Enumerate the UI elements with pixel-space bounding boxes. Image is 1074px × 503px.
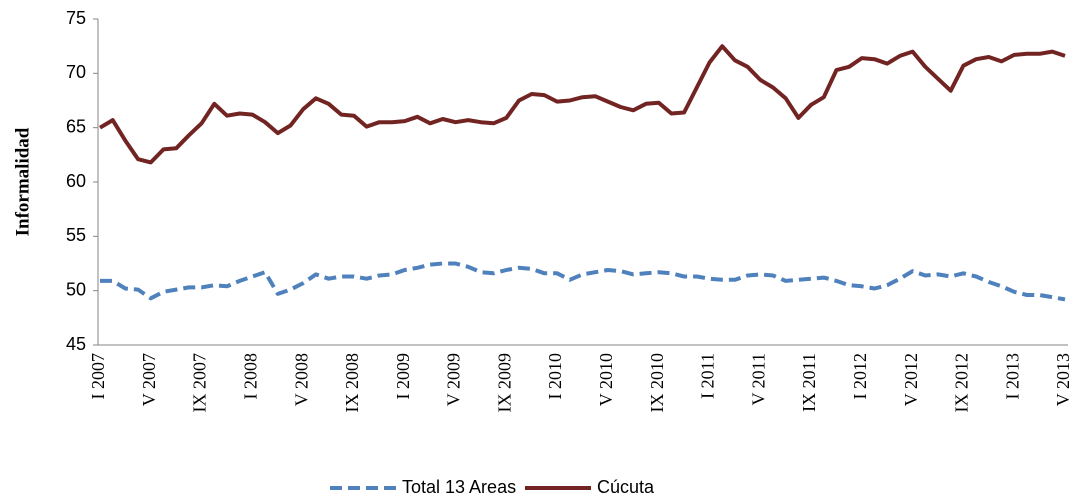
y-tick-label: 60 xyxy=(66,171,86,191)
series-line xyxy=(100,261,1066,302)
x-tick-label: V 2007 xyxy=(139,353,159,406)
x-tick-label: IX 2012 xyxy=(952,353,972,413)
legend-label: Cúcuta xyxy=(597,477,655,497)
x-tick-label: V 2012 xyxy=(901,353,921,406)
x-tick-label: V 2009 xyxy=(444,353,464,406)
x-tick-label: I 2012 xyxy=(850,353,870,400)
x-tick-label: IX 2008 xyxy=(342,353,362,413)
y-tick-label: 75 xyxy=(66,8,86,28)
y-tick-label: 45 xyxy=(66,334,86,354)
series-line xyxy=(98,44,1066,165)
x-tick-label: I 2007 xyxy=(88,353,108,400)
x-tick-label: IX 2011 xyxy=(799,353,819,412)
x-tick-label: V 2011 xyxy=(748,353,768,406)
x-tick-label: V 2013 xyxy=(1053,353,1073,406)
y-tick-label: 55 xyxy=(66,225,86,245)
x-tick-label: IX 2007 xyxy=(190,353,210,413)
x-tick-label: I 2009 xyxy=(393,353,413,400)
y-tick-label: 70 xyxy=(66,62,86,82)
x-tick-label: I 2011 xyxy=(698,353,718,399)
legend-label: Total 13 Areas xyxy=(402,477,516,497)
y-axis-label: Informalidad xyxy=(12,127,33,236)
x-tick-label: I 2010 xyxy=(545,353,565,400)
x-tick-label: I 2008 xyxy=(240,353,260,400)
x-tick-label: IX 2010 xyxy=(647,353,667,413)
x-tick-label: IX 2009 xyxy=(494,353,514,413)
y-tick-label: 65 xyxy=(66,116,86,136)
x-tick-label: V 2008 xyxy=(291,353,311,406)
x-tick-label: V 2010 xyxy=(596,353,616,406)
x-tick-label: I 2013 xyxy=(1002,353,1022,400)
y-tick-label: 50 xyxy=(66,279,86,299)
